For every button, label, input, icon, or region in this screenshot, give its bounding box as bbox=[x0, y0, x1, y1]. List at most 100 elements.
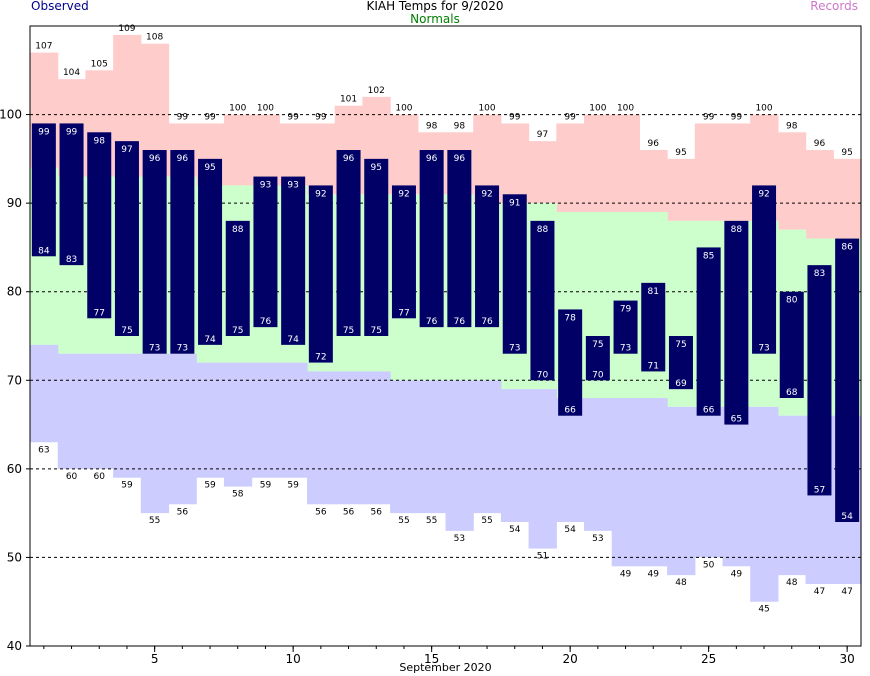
observed-low-label: 69 bbox=[675, 379, 687, 389]
observed-low-label: 73 bbox=[177, 344, 188, 354]
record-low-label: 63 bbox=[38, 445, 49, 455]
observed-low-label: 83 bbox=[66, 255, 77, 265]
record-high-band bbox=[805, 150, 834, 239]
plot-frame bbox=[29, 25, 862, 647]
record-high-label: 99 bbox=[509, 112, 521, 122]
record-high-band bbox=[777, 132, 807, 230]
observed-low-label: 76 bbox=[454, 317, 466, 327]
observed-bar bbox=[225, 220, 250, 336]
record-low-band bbox=[611, 398, 640, 567]
observed-low-label: 66 bbox=[703, 406, 715, 416]
record-low-band bbox=[694, 406, 724, 558]
record-low-band bbox=[334, 371, 363, 505]
legend-records: Records bbox=[810, 0, 858, 13]
x-tick-label: 20 bbox=[563, 652, 578, 666]
record-low-band bbox=[500, 389, 530, 522]
observed-high-label: 86 bbox=[841, 243, 853, 253]
record-low-band bbox=[417, 380, 447, 514]
record-high-band bbox=[611, 114, 640, 212]
record-low-band bbox=[251, 362, 280, 478]
y-tick-label: 100 bbox=[0, 108, 22, 122]
observed-bar bbox=[752, 185, 777, 354]
record-high-label: 100 bbox=[478, 104, 495, 114]
record-low-label: 50 bbox=[703, 560, 715, 570]
record-high-band bbox=[667, 158, 696, 221]
record-low-label: 59 bbox=[121, 481, 133, 491]
observed-bar bbox=[779, 291, 804, 398]
observed-bar bbox=[308, 185, 333, 363]
record-low-label: 56 bbox=[177, 507, 189, 517]
record-low-band bbox=[168, 353, 197, 505]
record-low-band bbox=[85, 353, 114, 469]
x-tick-label: 25 bbox=[701, 652, 716, 666]
record-high-label: 99 bbox=[287, 112, 299, 122]
observed-high-label: 98 bbox=[94, 136, 106, 146]
record-low-label: 48 bbox=[675, 578, 687, 588]
record-high-label: 100 bbox=[395, 104, 412, 114]
record-low-label: 59 bbox=[287, 481, 299, 491]
observed-high-label: 85 bbox=[703, 251, 714, 261]
record-high-band bbox=[500, 123, 530, 204]
observed-bar bbox=[364, 158, 389, 336]
record-high-label: 99 bbox=[315, 112, 327, 122]
y-tick-label: 50 bbox=[7, 550, 22, 564]
record-low-band bbox=[140, 353, 170, 514]
record-low-label: 54 bbox=[509, 525, 521, 535]
observed-low-label: 73 bbox=[620, 344, 631, 354]
record-high-label: 100 bbox=[589, 104, 606, 114]
record-low-label: 55 bbox=[481, 516, 492, 526]
record-high-label: 100 bbox=[755, 104, 772, 114]
observed-low-label: 70 bbox=[592, 370, 604, 380]
observed-high-label: 96 bbox=[149, 154, 161, 164]
observed-high-label: 96 bbox=[426, 154, 438, 164]
record-low-band bbox=[307, 371, 336, 505]
record-low-label: 59 bbox=[204, 481, 216, 491]
observed-high-label: 92 bbox=[758, 189, 769, 199]
record-high-label: 99 bbox=[703, 112, 715, 122]
observed-high-label: 92 bbox=[481, 189, 492, 199]
record-high-label: 98 bbox=[426, 121, 438, 131]
observed-bar bbox=[336, 150, 361, 336]
observed-high-label: 78 bbox=[564, 313, 576, 323]
y-tick-label: 70 bbox=[7, 373, 22, 387]
record-low-band bbox=[750, 406, 779, 602]
record-low-label: 55 bbox=[426, 516, 437, 526]
record-high-label: 99 bbox=[204, 112, 216, 122]
observed-bar bbox=[558, 309, 583, 416]
observed-high-label: 99 bbox=[38, 127, 50, 137]
observed-bar bbox=[59, 123, 84, 266]
observed-low-label: 74 bbox=[204, 335, 216, 345]
record-high-label: 102 bbox=[368, 86, 385, 96]
record-high-label: 104 bbox=[63, 68, 80, 78]
record-low-band bbox=[279, 362, 308, 478]
record-low-label: 55 bbox=[149, 516, 160, 526]
record-low-label: 56 bbox=[315, 507, 327, 517]
record-high-label: 108 bbox=[146, 33, 163, 43]
record-high-band bbox=[223, 114, 253, 186]
observed-low-label: 72 bbox=[315, 353, 326, 363]
observed-high-label: 92 bbox=[398, 189, 409, 199]
record-low-label: 58 bbox=[232, 490, 244, 500]
observed-low-label: 57 bbox=[814, 485, 825, 495]
record-high-label: 99 bbox=[564, 112, 576, 122]
observed-low-label: 73 bbox=[509, 344, 520, 354]
observed-high-label: 81 bbox=[648, 287, 659, 297]
y-tick-label: 80 bbox=[7, 285, 22, 299]
x-tick-label: 5 bbox=[151, 652, 159, 666]
observed-high-label: 91 bbox=[509, 198, 520, 208]
record-low-label: 49 bbox=[648, 569, 660, 579]
record-high-label: 97 bbox=[537, 130, 548, 140]
record-low-band bbox=[30, 344, 59, 443]
observed-bar bbox=[696, 247, 721, 416]
record-high-label: 96 bbox=[648, 139, 660, 149]
observed-low-label: 73 bbox=[149, 344, 160, 354]
record-low-band bbox=[473, 380, 502, 514]
observed-low-label: 70 bbox=[537, 370, 549, 380]
observed-low-label: 84 bbox=[38, 246, 50, 256]
record-low-label: 47 bbox=[814, 587, 825, 597]
record-low-label: 53 bbox=[454, 534, 465, 544]
observed-low-label: 66 bbox=[564, 406, 576, 416]
observed-low-label: 75 bbox=[232, 326, 243, 336]
observed-bar bbox=[281, 176, 306, 345]
